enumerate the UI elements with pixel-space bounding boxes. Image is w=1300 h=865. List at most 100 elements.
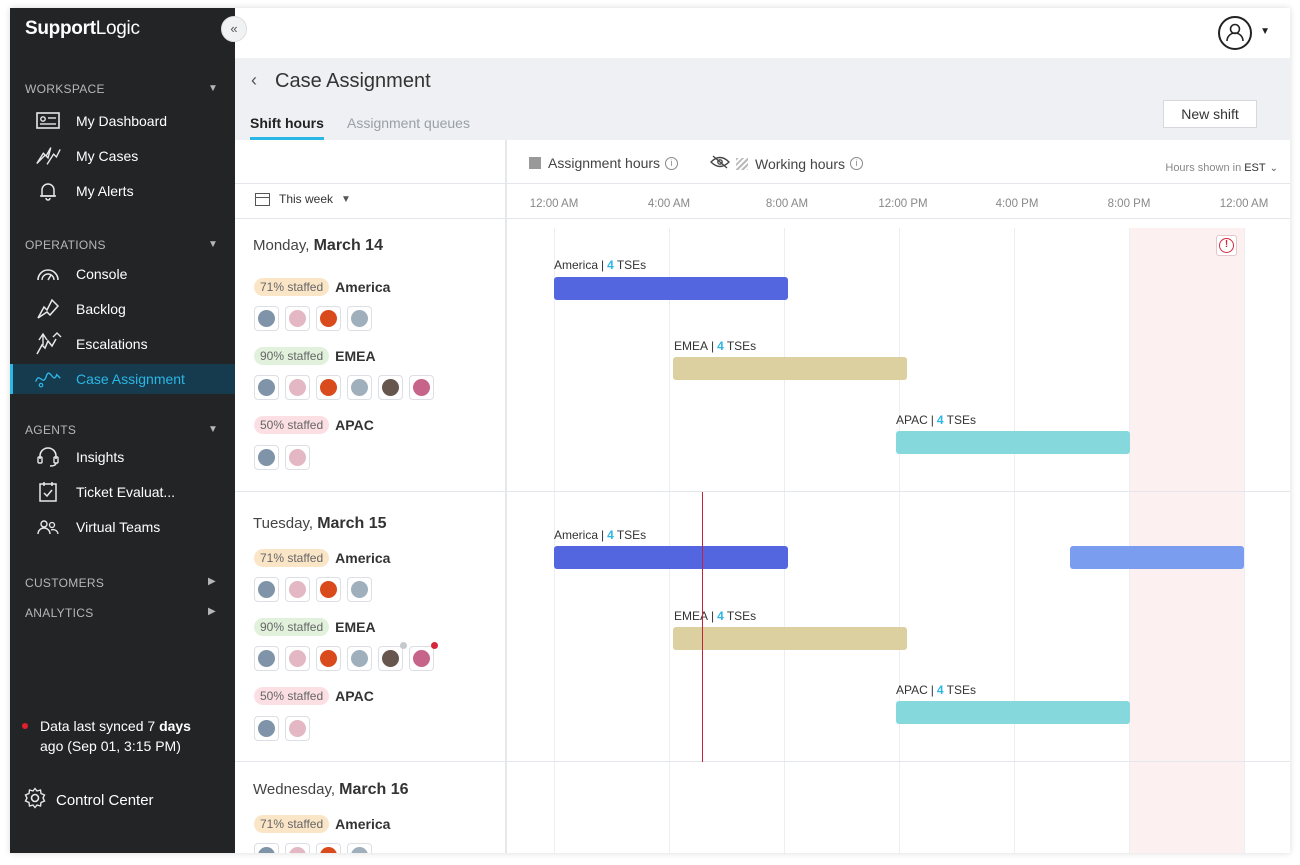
shift-bar-emea[interactable] xyxy=(673,627,907,650)
tab-assignment-queues[interactable]: Assignment queues xyxy=(347,115,470,131)
legend-assignment-hours: Assignment hours i xyxy=(529,155,679,171)
shift-bar-apac[interactable] xyxy=(896,701,1130,724)
tab-shift-hours[interactable]: Shift hours xyxy=(250,115,324,140)
section-operations: OPERATIONS xyxy=(25,238,106,252)
shift-bar-america[interactable] xyxy=(554,277,788,300)
warning-icon[interactable]: ! xyxy=(1216,235,1237,256)
sidebar-item-console[interactable]: Console xyxy=(10,259,235,289)
team-row-apac: 50% staffed APAC xyxy=(254,687,374,705)
grid-line xyxy=(554,228,555,853)
sidebar-item-virtual-teams[interactable]: Virtual Teams xyxy=(10,512,235,542)
avatar[interactable] xyxy=(347,843,372,853)
sidebar-item-label: Ticket Evaluat... xyxy=(76,484,176,500)
avatar[interactable] xyxy=(316,843,341,853)
avatar[interactable] xyxy=(254,306,279,331)
sidebar-item-escalations[interactable]: Escalations xyxy=(10,329,235,359)
avatar[interactable] xyxy=(254,375,279,400)
tick-label: 12:00 AM xyxy=(1219,198,1269,210)
chevron-down-icon: ⌄ xyxy=(1269,163,1278,174)
team-row-america: 71% staffed America xyxy=(254,815,390,833)
cases-icon xyxy=(34,145,62,167)
sidebar-item-my-dashboard[interactable]: My Dashboard xyxy=(10,106,235,136)
headset-icon xyxy=(34,446,62,468)
avatar[interactable] xyxy=(316,646,341,671)
current-time-line xyxy=(702,492,703,762)
user-avatar-icon[interactable] xyxy=(1218,16,1252,50)
section-workspace: WORKSPACE xyxy=(25,82,105,96)
brand-logo[interactable]: SupportLogic xyxy=(25,18,140,39)
week-label: This week xyxy=(279,192,334,206)
avatar[interactable] xyxy=(378,375,403,400)
chevron-down-icon[interactable]: ▼ xyxy=(208,83,218,94)
legend-working-hours[interactable]: Working hours i xyxy=(710,155,864,172)
avatar[interactable] xyxy=(254,646,279,671)
shift-timeline: Assignment hours i Working hours i Hours… xyxy=(507,140,1290,853)
avatar[interactable] xyxy=(285,716,310,741)
control-center-link[interactable]: Control Center xyxy=(24,787,154,813)
week-selector[interactable]: This week ▼ xyxy=(255,192,351,206)
day-title: Wednesday, March 16 xyxy=(253,781,409,798)
grid-line xyxy=(1244,228,1245,853)
avatar[interactable] xyxy=(254,445,279,470)
caret-down-icon[interactable]: ▼ xyxy=(1260,26,1270,37)
day-title: Tuesday, March 15 xyxy=(253,515,387,532)
avatar[interactable] xyxy=(254,577,279,602)
sidebar-item-case-assignment[interactable]: Case Assignment xyxy=(10,364,235,394)
bell-icon xyxy=(34,180,62,202)
avatar[interactable] xyxy=(316,375,341,400)
shift-bar-america[interactable] xyxy=(554,546,788,569)
sidebar-item-my-cases[interactable]: My Cases xyxy=(10,141,235,171)
avatar-row xyxy=(254,375,440,400)
info-icon[interactable]: i xyxy=(850,157,864,170)
staffed-badge: 50% staffed xyxy=(254,416,330,434)
chevron-right-icon[interactable]: ▶ xyxy=(208,576,216,587)
backlog-icon xyxy=(34,298,62,320)
collapse-sidebar-icon[interactable]: « xyxy=(221,16,247,42)
chevron-right-icon[interactable]: ▶ xyxy=(208,606,216,617)
page-header: ‹ Case Assignment Shift hours Assignment… xyxy=(235,58,1290,140)
sidebar-item-insights[interactable]: Insights xyxy=(10,442,235,472)
avatar[interactable] xyxy=(409,375,434,400)
shift-label: APAC | 4 TSEs xyxy=(896,413,976,427)
chevron-down-icon[interactable]: ▼ xyxy=(208,239,218,250)
avatar[interactable] xyxy=(347,306,372,331)
chevron-down-icon[interactable]: ▼ xyxy=(208,424,218,435)
avatar[interactable] xyxy=(347,577,372,602)
avatar[interactable] xyxy=(347,646,372,671)
avatar[interactable] xyxy=(285,306,310,331)
team-name: America xyxy=(335,279,391,295)
tick-label: 4:00 AM xyxy=(647,198,691,210)
team-name: EMEA xyxy=(335,348,376,364)
team-row-emea: 90% staffed EMEA xyxy=(254,347,376,365)
calendar-icon xyxy=(255,192,270,206)
team-row-america: 71% staffed America xyxy=(254,278,390,296)
avatar[interactable] xyxy=(254,716,279,741)
divider xyxy=(507,183,1290,184)
avatar[interactable] xyxy=(316,577,341,602)
avatar[interactable] xyxy=(285,445,310,470)
shift-bar-america-draft[interactable] xyxy=(1070,546,1244,569)
staffed-badge: 71% staffed xyxy=(254,815,330,833)
avatar[interactable] xyxy=(409,642,438,671)
team-name: EMEA xyxy=(335,619,376,635)
avatar[interactable] xyxy=(378,642,407,671)
sidebar-item-ticket-evaluation[interactable]: Ticket Evaluat... xyxy=(10,477,235,507)
sidebar-item-backlog[interactable]: Backlog xyxy=(10,294,235,324)
back-icon[interactable]: ‹ xyxy=(251,70,257,90)
avatar[interactable] xyxy=(285,375,310,400)
avatar[interactable] xyxy=(285,577,310,602)
avatar[interactable] xyxy=(285,646,310,671)
avatar[interactable] xyxy=(254,843,279,853)
avatar[interactable] xyxy=(316,306,341,331)
assignment-swatch xyxy=(529,157,541,169)
info-icon[interactable]: i xyxy=(665,156,679,170)
eye-slash-icon[interactable] xyxy=(710,155,730,172)
shift-bar-apac[interactable] xyxy=(896,431,1130,454)
new-shift-button[interactable]: New shift xyxy=(1163,100,1257,128)
sidebar-item-label: Insights xyxy=(76,449,125,465)
timezone-selector[interactable]: Hours shown in EST ⌄ xyxy=(1165,162,1278,174)
avatar[interactable] xyxy=(285,843,310,853)
shift-bar-emea[interactable] xyxy=(673,357,907,380)
avatar[interactable] xyxy=(347,375,372,400)
sidebar-item-my-alerts[interactable]: My Alerts xyxy=(10,176,235,206)
